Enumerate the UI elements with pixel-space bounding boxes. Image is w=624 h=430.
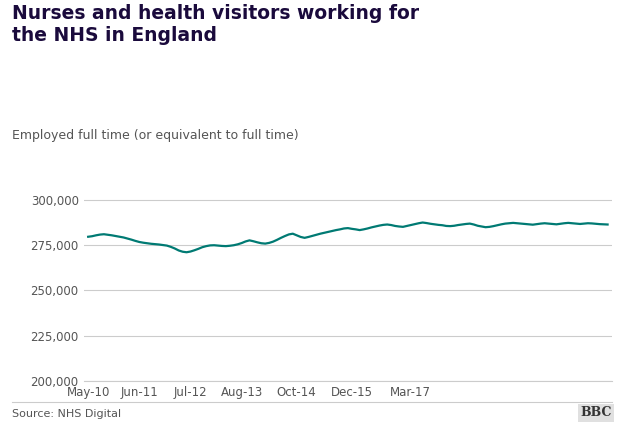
Text: Nurses and health visitors working for
the NHS in England: Nurses and health visitors working for t… bbox=[12, 4, 419, 45]
Text: Employed full time (or equivalent to full time): Employed full time (or equivalent to ful… bbox=[12, 129, 299, 142]
Text: Source: NHS Digital: Source: NHS Digital bbox=[12, 409, 122, 419]
Text: BBC: BBC bbox=[580, 406, 612, 419]
